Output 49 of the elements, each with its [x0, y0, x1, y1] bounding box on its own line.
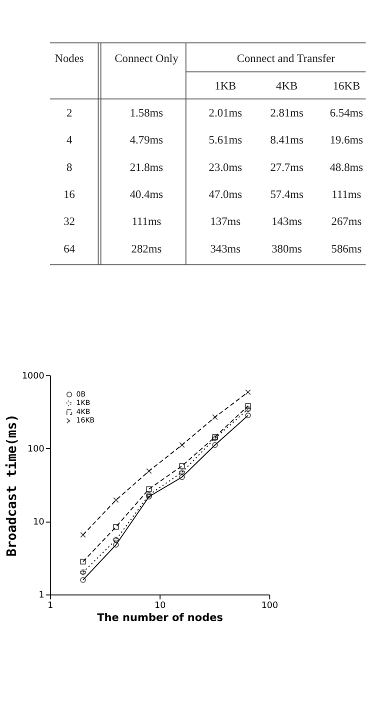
text: 111ms — [332, 189, 362, 202]
text: 16 — [64, 189, 76, 202]
y-axis-title: Broadcast time(ms) — [4, 414, 20, 556]
text: 143ms — [272, 216, 303, 228]
text: 267ms — [331, 216, 362, 228]
text: 16KB — [332, 80, 360, 92]
y-tick-label: 100 — [28, 444, 44, 454]
text: 380ms — [272, 243, 303, 256]
text: 4 — [66, 134, 72, 147]
text: 2.01ms — [208, 107, 243, 120]
legend-label: 1KB — [76, 398, 90, 408]
text: 8.41ms — [270, 134, 304, 147]
legend-label: 4KB — [76, 406, 90, 416]
text: 1KB — [214, 80, 237, 92]
x-tick-label: 1 — [48, 601, 54, 612]
text: 27.7ms — [270, 162, 304, 174]
text: 2.81ms — [270, 107, 304, 120]
text: 19.6ms — [330, 134, 364, 147]
x-tick-label: 10 — [154, 601, 166, 612]
x-axis-title: The number of nodes — [97, 612, 224, 624]
text: 1.58ms — [130, 107, 164, 120]
text: 4.79ms — [130, 134, 164, 147]
text: 5.61ms — [208, 134, 243, 147]
text: 8 — [66, 162, 72, 174]
text: Connect and Transfer — [236, 53, 336, 66]
text: 111ms — [132, 216, 162, 228]
text: 282ms — [131, 243, 162, 256]
text: 6.54ms — [330, 107, 364, 120]
text: 64 — [64, 243, 76, 256]
text: 23.0ms — [208, 162, 243, 174]
legend-label: 0B — [76, 389, 86, 398]
text: 343ms — [210, 243, 242, 256]
text: 137ms — [210, 216, 242, 228]
text: 40.4ms — [130, 189, 164, 202]
text: Connect Only — [114, 53, 179, 66]
y-tick-label: 1000 — [22, 371, 44, 382]
text: 4KB — [276, 80, 298, 92]
text: 48.8ms — [330, 162, 364, 174]
y-tick-label: 1 — [38, 590, 44, 601]
text: Nodes — [54, 53, 84, 66]
text: 57.4ms — [270, 189, 304, 202]
text: 32 — [64, 216, 76, 228]
legend-label: 16KB — [76, 416, 95, 425]
text: 47.0ms — [208, 189, 243, 202]
text: 586ms — [331, 243, 362, 256]
x-tick-label: 100 — [261, 601, 278, 612]
text: 21.8ms — [130, 162, 164, 174]
text: 2 — [66, 107, 72, 120]
y-tick-label: 10 — [33, 517, 44, 528]
